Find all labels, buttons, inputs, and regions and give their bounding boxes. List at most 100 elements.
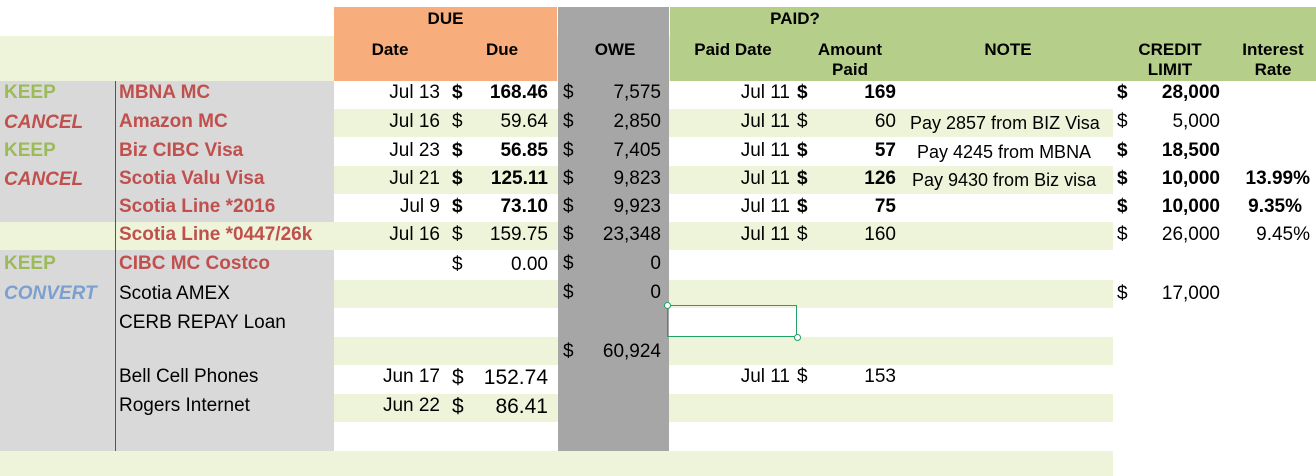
row7-due-cur: $ bbox=[452, 254, 463, 275]
row2-paid-date: Jul 11 bbox=[740, 111, 790, 132]
row3-note: Pay 4245 from MBNA bbox=[917, 142, 1092, 162]
header-amount-paid-2: Paid bbox=[832, 60, 868, 79]
bill2-due-cur: $ bbox=[452, 395, 464, 418]
bill1-paid-date: Jul 11 bbox=[740, 366, 790, 387]
header-due-col: Due bbox=[485, 40, 519, 59]
row3-amount: 57 bbox=[874, 140, 896, 161]
header-amount-paid-1: Amount bbox=[817, 40, 883, 59]
bill1-paid-cur: $ bbox=[797, 366, 808, 387]
row3-limit: 18,500 bbox=[1161, 140, 1220, 161]
selection-handle-br[interactable] bbox=[794, 334, 801, 341]
header-interest-1: Interest bbox=[1242, 40, 1304, 59]
row4-owe: 9,823 bbox=[613, 168, 661, 189]
row5-paid-cur: $ bbox=[797, 196, 808, 217]
row4-note: Pay 9430 from Biz visa bbox=[912, 170, 1097, 190]
row1-amount: 169 bbox=[864, 82, 896, 103]
row5-paid-date: Jul 11 bbox=[740, 196, 790, 217]
row5-limit-cur: $ bbox=[1117, 196, 1128, 217]
label-column-bg bbox=[0, 81, 334, 451]
total-cur: $ bbox=[563, 341, 574, 362]
header-due: DUE bbox=[427, 9, 464, 28]
row1-status: KEEP bbox=[4, 82, 56, 103]
row6-account: Scotia Line *0447/26k bbox=[119, 224, 313, 245]
paid-header-bg bbox=[670, 7, 1316, 81]
row1-owe: 7,575 bbox=[613, 82, 661, 103]
row4-paid-date: Jul 11 bbox=[740, 168, 790, 189]
row1-due-cur: $ bbox=[452, 82, 463, 103]
row4-paid-cur: $ bbox=[797, 168, 808, 189]
row7-account: CIBC MC Costco bbox=[119, 253, 270, 274]
row4-limit: 10,000 bbox=[1161, 168, 1220, 189]
row4-owe-cur: $ bbox=[563, 168, 574, 189]
selection-handle-tl[interactable] bbox=[664, 302, 671, 309]
row3-status: KEEP bbox=[4, 140, 56, 161]
row2-amount: 60 bbox=[874, 111, 896, 132]
row5-due: 73.10 bbox=[500, 196, 548, 217]
row8-limit: 17,000 bbox=[1161, 283, 1220, 304]
bill1-account: Bell Cell Phones bbox=[119, 366, 259, 387]
bill1-date: Jun 17 bbox=[382, 366, 440, 387]
bill2-account: Rogers Internet bbox=[119, 395, 250, 416]
row2-date: Jul 16 bbox=[389, 111, 440, 132]
header-note: NOTE bbox=[984, 40, 1032, 59]
row3-paid-date: Jul 11 bbox=[740, 140, 790, 161]
row1-date: Jul 13 bbox=[389, 82, 440, 103]
label-column-white bbox=[0, 222, 334, 250]
row6-paid-date: Jul 11 bbox=[740, 224, 790, 245]
row1-limit-cur: $ bbox=[1117, 82, 1128, 103]
row2-account: Amazon MC bbox=[119, 111, 228, 132]
row6-owe-cur: $ bbox=[563, 224, 574, 245]
row3-paid-cur: $ bbox=[797, 140, 808, 161]
bill1-amount: 153 bbox=[864, 366, 896, 387]
bill2-due: 86.41 bbox=[495, 395, 548, 418]
row3-owe: 7,405 bbox=[613, 140, 661, 161]
row2-owe: 2,850 bbox=[613, 111, 661, 132]
row6-limit: 26,000 bbox=[1161, 224, 1220, 245]
header-date: Date bbox=[371, 40, 409, 59]
row5-limit: 10,000 bbox=[1161, 196, 1220, 217]
row8-owe-cur: $ bbox=[563, 282, 574, 303]
row6-amount: 160 bbox=[864, 224, 896, 245]
header-credit-2: LIMIT bbox=[1147, 60, 1193, 79]
row4-due: 125.11 bbox=[490, 168, 548, 189]
row4-due-cur: $ bbox=[452, 168, 463, 189]
row3-due: 56.85 bbox=[500, 140, 548, 161]
header-owe: OWE bbox=[594, 40, 636, 59]
row2-status: CANCEL bbox=[4, 112, 84, 133]
row6-due-cur: $ bbox=[452, 224, 463, 245]
row2-note: Pay 2857 from BIZ Visa bbox=[910, 113, 1100, 133]
header-paid: PAID? bbox=[770, 9, 820, 28]
header-credit-1: CREDIT bbox=[1138, 40, 1202, 59]
bill1-due-cur: $ bbox=[452, 366, 464, 389]
header-interest-2: Rate bbox=[1254, 60, 1292, 79]
row4-rate: 13.99% bbox=[1245, 168, 1310, 189]
row2-due-cur: $ bbox=[452, 111, 463, 132]
header-paid-date: Paid Date bbox=[694, 40, 772, 59]
bill1-due: 152.74 bbox=[483, 366, 548, 389]
row1-owe-cur: $ bbox=[563, 82, 574, 103]
row1-paid-date: Jul 11 bbox=[740, 82, 790, 103]
row3-date: Jul 23 bbox=[389, 140, 440, 161]
row7-owe: 0 bbox=[650, 253, 661, 274]
row2-owe-cur: $ bbox=[563, 111, 574, 132]
row6-limit-cur: $ bbox=[1117, 224, 1128, 245]
row2-due: 59.64 bbox=[500, 111, 548, 132]
row6-rate: 9.45% bbox=[1256, 224, 1310, 245]
row6-date: Jul 16 bbox=[389, 224, 440, 245]
band-row-14 bbox=[0, 451, 1113, 476]
row7-status: KEEP bbox=[4, 253, 56, 274]
selected-cell[interactable] bbox=[667, 305, 797, 337]
row8-owe: 0 bbox=[650, 282, 661, 303]
row3-due-cur: $ bbox=[452, 140, 463, 161]
row5-amount: 75 bbox=[874, 196, 896, 217]
row2-paid-cur: $ bbox=[797, 111, 808, 132]
row8-limit-cur: $ bbox=[1117, 283, 1128, 304]
row4-limit-cur: $ bbox=[1117, 168, 1128, 189]
row8-account: Scotia AMEX bbox=[119, 283, 230, 304]
row4-date: Jul 21 bbox=[389, 168, 440, 189]
row2-limit-cur: $ bbox=[1117, 111, 1128, 132]
label-divider bbox=[115, 81, 116, 451]
row1-paid-cur: $ bbox=[797, 82, 808, 103]
due-header-bg bbox=[334, 7, 557, 81]
total-owe: 60,924 bbox=[602, 341, 661, 362]
